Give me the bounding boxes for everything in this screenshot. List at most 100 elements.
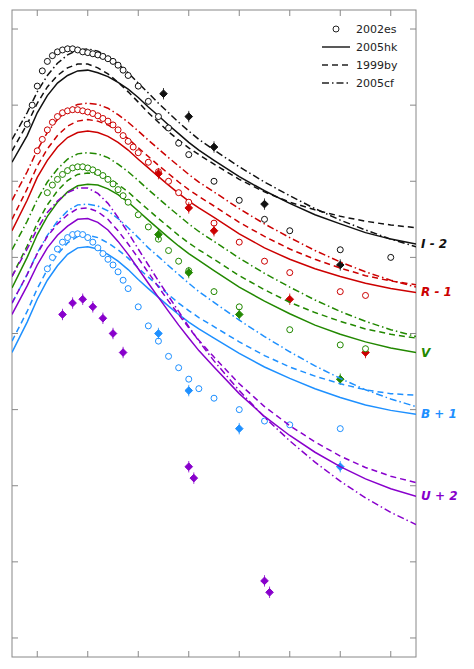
point	[261, 577, 269, 585]
legend: 2002es2005hk1999by2005cf	[322, 23, 398, 90]
y-tick	[410, 105, 416, 106]
point	[39, 136, 45, 142]
point	[211, 395, 217, 401]
point	[185, 204, 193, 212]
point	[166, 125, 172, 131]
point	[59, 311, 67, 319]
point	[337, 247, 343, 253]
point	[125, 138, 131, 144]
point	[110, 122, 116, 128]
legend-swatch	[322, 46, 350, 48]
point	[135, 150, 141, 156]
marks	[12, 46, 416, 598]
point	[115, 187, 121, 193]
x-tick	[188, 651, 189, 657]
y-tick	[410, 637, 416, 638]
point	[120, 67, 126, 73]
point	[287, 327, 293, 333]
curve	[12, 247, 416, 414]
x-tick	[289, 10, 290, 16]
point	[54, 176, 60, 182]
point	[39, 68, 45, 74]
point	[90, 239, 96, 245]
y-tick	[12, 333, 18, 334]
y-tick	[12, 637, 18, 638]
point	[79, 295, 87, 303]
x-tick	[37, 651, 38, 657]
point	[119, 349, 127, 357]
y-tick	[410, 29, 416, 30]
point	[145, 224, 151, 230]
point	[135, 212, 141, 218]
legend-swatch	[322, 82, 350, 84]
point	[135, 83, 141, 89]
point	[135, 304, 141, 310]
point	[54, 246, 60, 252]
point	[145, 323, 151, 329]
point	[34, 83, 40, 89]
point	[211, 289, 217, 295]
band-label: R - 1	[421, 285, 452, 299]
band-labels: I - 2R - 1VB + 1U + 2	[421, 237, 458, 503]
point	[44, 266, 50, 272]
curve	[12, 120, 416, 285]
point	[287, 270, 293, 276]
point	[266, 589, 274, 597]
point	[210, 143, 218, 151]
y-tick	[410, 485, 416, 486]
point	[261, 200, 269, 208]
y-tick	[410, 181, 416, 182]
point	[89, 303, 97, 311]
point	[145, 159, 151, 165]
point	[196, 386, 202, 392]
point	[186, 152, 192, 158]
x-tick	[239, 651, 240, 657]
x-tick	[138, 651, 139, 657]
point	[236, 407, 242, 413]
point	[337, 426, 343, 432]
y-tick	[12, 561, 18, 562]
band-label: V	[421, 346, 432, 360]
point	[155, 114, 161, 120]
point	[69, 299, 77, 307]
band-label: I - 2	[421, 237, 447, 251]
y-tick	[410, 561, 416, 562]
point	[115, 127, 121, 133]
point	[115, 62, 121, 68]
y-tick	[12, 105, 18, 106]
band	[12, 153, 416, 385]
point	[155, 231, 163, 239]
chart: I - 2R - 1VB + 1U + 22002es2005hk1999by2…	[0, 0, 474, 669]
point	[155, 170, 163, 178]
x-tick	[289, 651, 290, 657]
point	[262, 216, 268, 222]
band	[12, 46, 416, 271]
point	[211, 178, 217, 184]
point	[49, 182, 55, 188]
point	[166, 248, 172, 254]
point	[44, 58, 50, 64]
point	[125, 199, 131, 205]
point	[110, 262, 116, 268]
point	[185, 387, 193, 395]
x-tick	[390, 10, 391, 16]
y-tick	[12, 257, 18, 258]
point	[109, 330, 117, 338]
point	[185, 113, 193, 121]
point	[105, 176, 111, 182]
point	[337, 289, 343, 295]
point	[24, 121, 30, 127]
point	[388, 254, 394, 260]
point	[100, 251, 106, 257]
x-tick	[188, 10, 189, 16]
point	[176, 258, 182, 264]
curve	[12, 235, 416, 395]
point	[120, 193, 126, 199]
point	[85, 235, 91, 241]
legend-swatch	[322, 64, 350, 66]
point	[130, 144, 136, 150]
curve	[12, 173, 416, 338]
band	[12, 103, 416, 358]
x-tick	[37, 10, 38, 16]
point	[166, 178, 172, 184]
